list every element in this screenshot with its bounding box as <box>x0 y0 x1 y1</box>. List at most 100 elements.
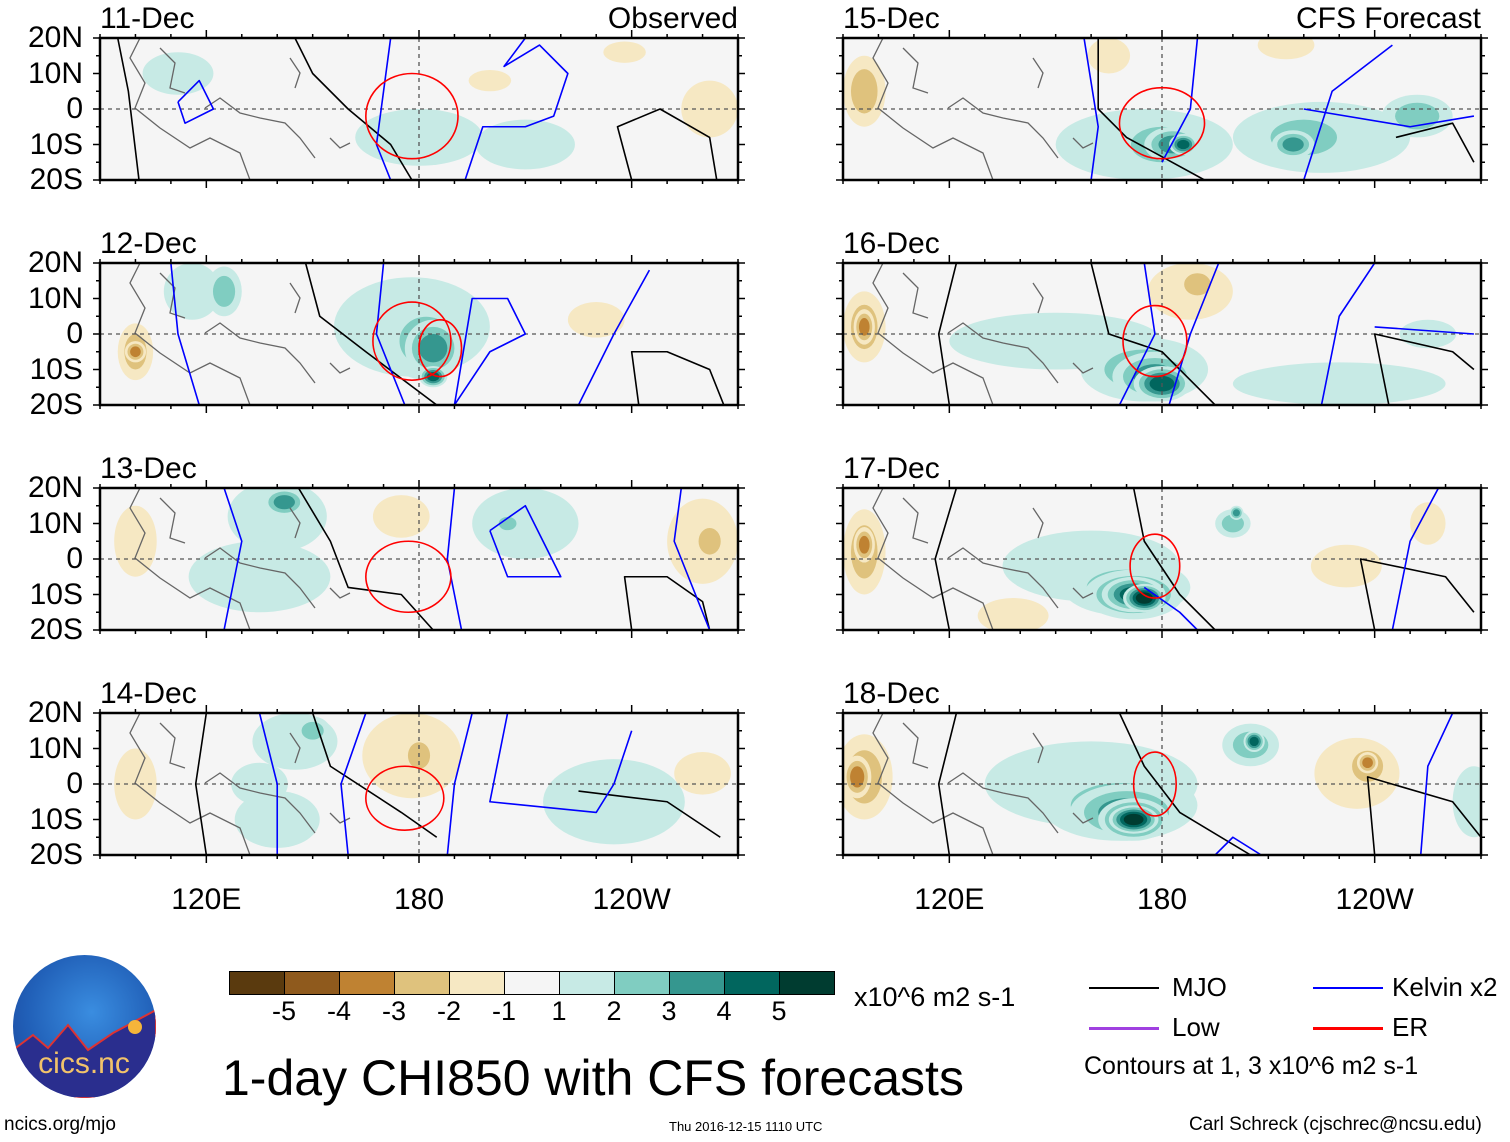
lon-label: 120W <box>592 883 671 916</box>
svg-text:cics.nc: cics.nc <box>38 1047 130 1080</box>
coastline <box>872 263 1094 405</box>
kelvin-contour <box>375 263 406 405</box>
coastline <box>872 488 1094 630</box>
map-panel-15-dec: 15-Dec CFS Forecast <box>836 2 1488 188</box>
er-contour <box>418 318 463 378</box>
lat-label: 10S <box>29 127 83 161</box>
lat-label: 10N <box>27 56 83 90</box>
lon-label: 120E <box>914 883 985 916</box>
colorbar-swatch <box>450 972 505 994</box>
anomaly-shading <box>850 69 878 114</box>
anomaly-shading <box>301 721 324 740</box>
map-canvas <box>93 255 745 413</box>
colorbar-units: x10^6 m2 s-1 <box>854 982 1016 1012</box>
legend-mjo: MJO <box>1172 972 1227 1002</box>
er-contour <box>1129 533 1181 599</box>
er-contour <box>365 540 452 614</box>
anomaly-shading <box>1184 273 1211 296</box>
colorbar-label: 5 <box>771 996 787 1026</box>
anomaly-shading <box>372 495 430 538</box>
anomaly-shading <box>426 371 440 382</box>
panel-date: 12-Dec <box>100 227 197 260</box>
cics-logo: cics.nc <box>13 955 156 1098</box>
colorbar-swatch <box>670 972 725 994</box>
panel-date: 11-Dec <box>100 2 195 35</box>
mjo-contour <box>616 108 718 180</box>
mjo-contour <box>1132 488 1216 630</box>
map-panel-13-dec: 13-Dec 20N 10N 0 10S 20S <box>28 452 745 645</box>
kelvin-contour <box>1143 586 1199 630</box>
er-contour <box>365 72 459 160</box>
kelvin-contour <box>375 38 392 180</box>
coastline <box>129 38 351 180</box>
colorbar-swatch <box>230 972 285 994</box>
er-contour <box>1122 304 1188 378</box>
anomaly-shading <box>1123 813 1144 826</box>
mjo-contour <box>1366 776 1481 855</box>
anomaly-shading <box>858 535 870 554</box>
lat-label: 20N <box>27 246 83 279</box>
anomaly-shading <box>674 752 731 795</box>
mjo-contour <box>1090 263 1216 405</box>
kelvin-contour <box>258 713 279 855</box>
lat-label: 20N <box>27 696 83 729</box>
kelvin-contour <box>1083 38 1099 180</box>
coastline <box>129 713 351 855</box>
kelvin-contour <box>1374 326 1474 335</box>
map-canvas <box>93 480 745 638</box>
kelvin-contour <box>446 488 463 630</box>
kelvin-contour <box>1168 263 1220 405</box>
anomaly-shading <box>468 69 512 92</box>
mjo-contour <box>1118 713 1252 855</box>
lat-label: 10N <box>27 281 83 315</box>
anomaly-shading <box>567 302 625 338</box>
kelvin-contour <box>1161 38 1199 163</box>
footer-url[interactable]: ncics.org/mjo <box>4 1114 116 1135</box>
lon-label: 120E <box>171 883 242 916</box>
lat-label: 0 <box>66 317 83 350</box>
anomaly-shading <box>858 318 870 336</box>
colorbar-label: -2 <box>436 996 462 1026</box>
anomaly-shading <box>498 516 517 531</box>
footer-timestamp: Thu 2016-12-15 1110 UTC <box>669 1119 823 1134</box>
anomaly-shading <box>1087 38 1131 74</box>
anomaly-shading <box>472 488 579 559</box>
colorbar-swatch <box>615 972 670 994</box>
lat-label: 0 <box>66 92 83 125</box>
colorbar-label: -3 <box>381 996 407 1026</box>
mjo-contour <box>116 38 140 180</box>
forecast-label: CFS Forecast <box>1295 2 1481 35</box>
panel-date: 15-Dec <box>843 2 940 35</box>
map-canvas <box>93 705 745 863</box>
lon-label: 120W <box>1335 883 1414 916</box>
lat-label: 10S <box>29 352 83 386</box>
legend-er-line <box>1313 1027 1383 1030</box>
kelvin-contour <box>170 263 201 405</box>
anomaly-shading <box>1362 757 1373 769</box>
panel-date: 17-Dec <box>843 452 940 485</box>
observed-label: Observed <box>607 2 738 35</box>
kelvin-contour <box>1391 488 1440 630</box>
kelvin-contour <box>489 713 633 814</box>
colorbar-swatch <box>560 972 615 994</box>
figure-title: 1-day CHI850 with CFS forecasts <box>222 1050 964 1106</box>
anomaly-shading <box>1310 544 1382 588</box>
anomaly-shading <box>1135 592 1153 604</box>
lat-label: 20S <box>29 613 83 646</box>
lat-label: 20N <box>27 21 83 54</box>
mjo-contour <box>937 263 958 405</box>
colorbar-label: 2 <box>606 996 622 1026</box>
lon-label: 180 <box>1136 883 1188 916</box>
panel-date: 16-Dec <box>843 227 940 260</box>
kelvin-contour <box>1214 836 1262 855</box>
anomaly-shading <box>1232 509 1240 517</box>
anomaly-shading <box>1452 766 1481 838</box>
anomaly-shading <box>1410 502 1446 545</box>
er-contour <box>372 301 452 381</box>
kelvin-contour <box>464 38 569 180</box>
mjo-contour <box>1373 333 1475 405</box>
lat-label: 0 <box>66 542 83 575</box>
lat-label: 10S <box>29 802 83 836</box>
kelvin-contour <box>340 713 367 855</box>
coastline <box>129 263 351 405</box>
